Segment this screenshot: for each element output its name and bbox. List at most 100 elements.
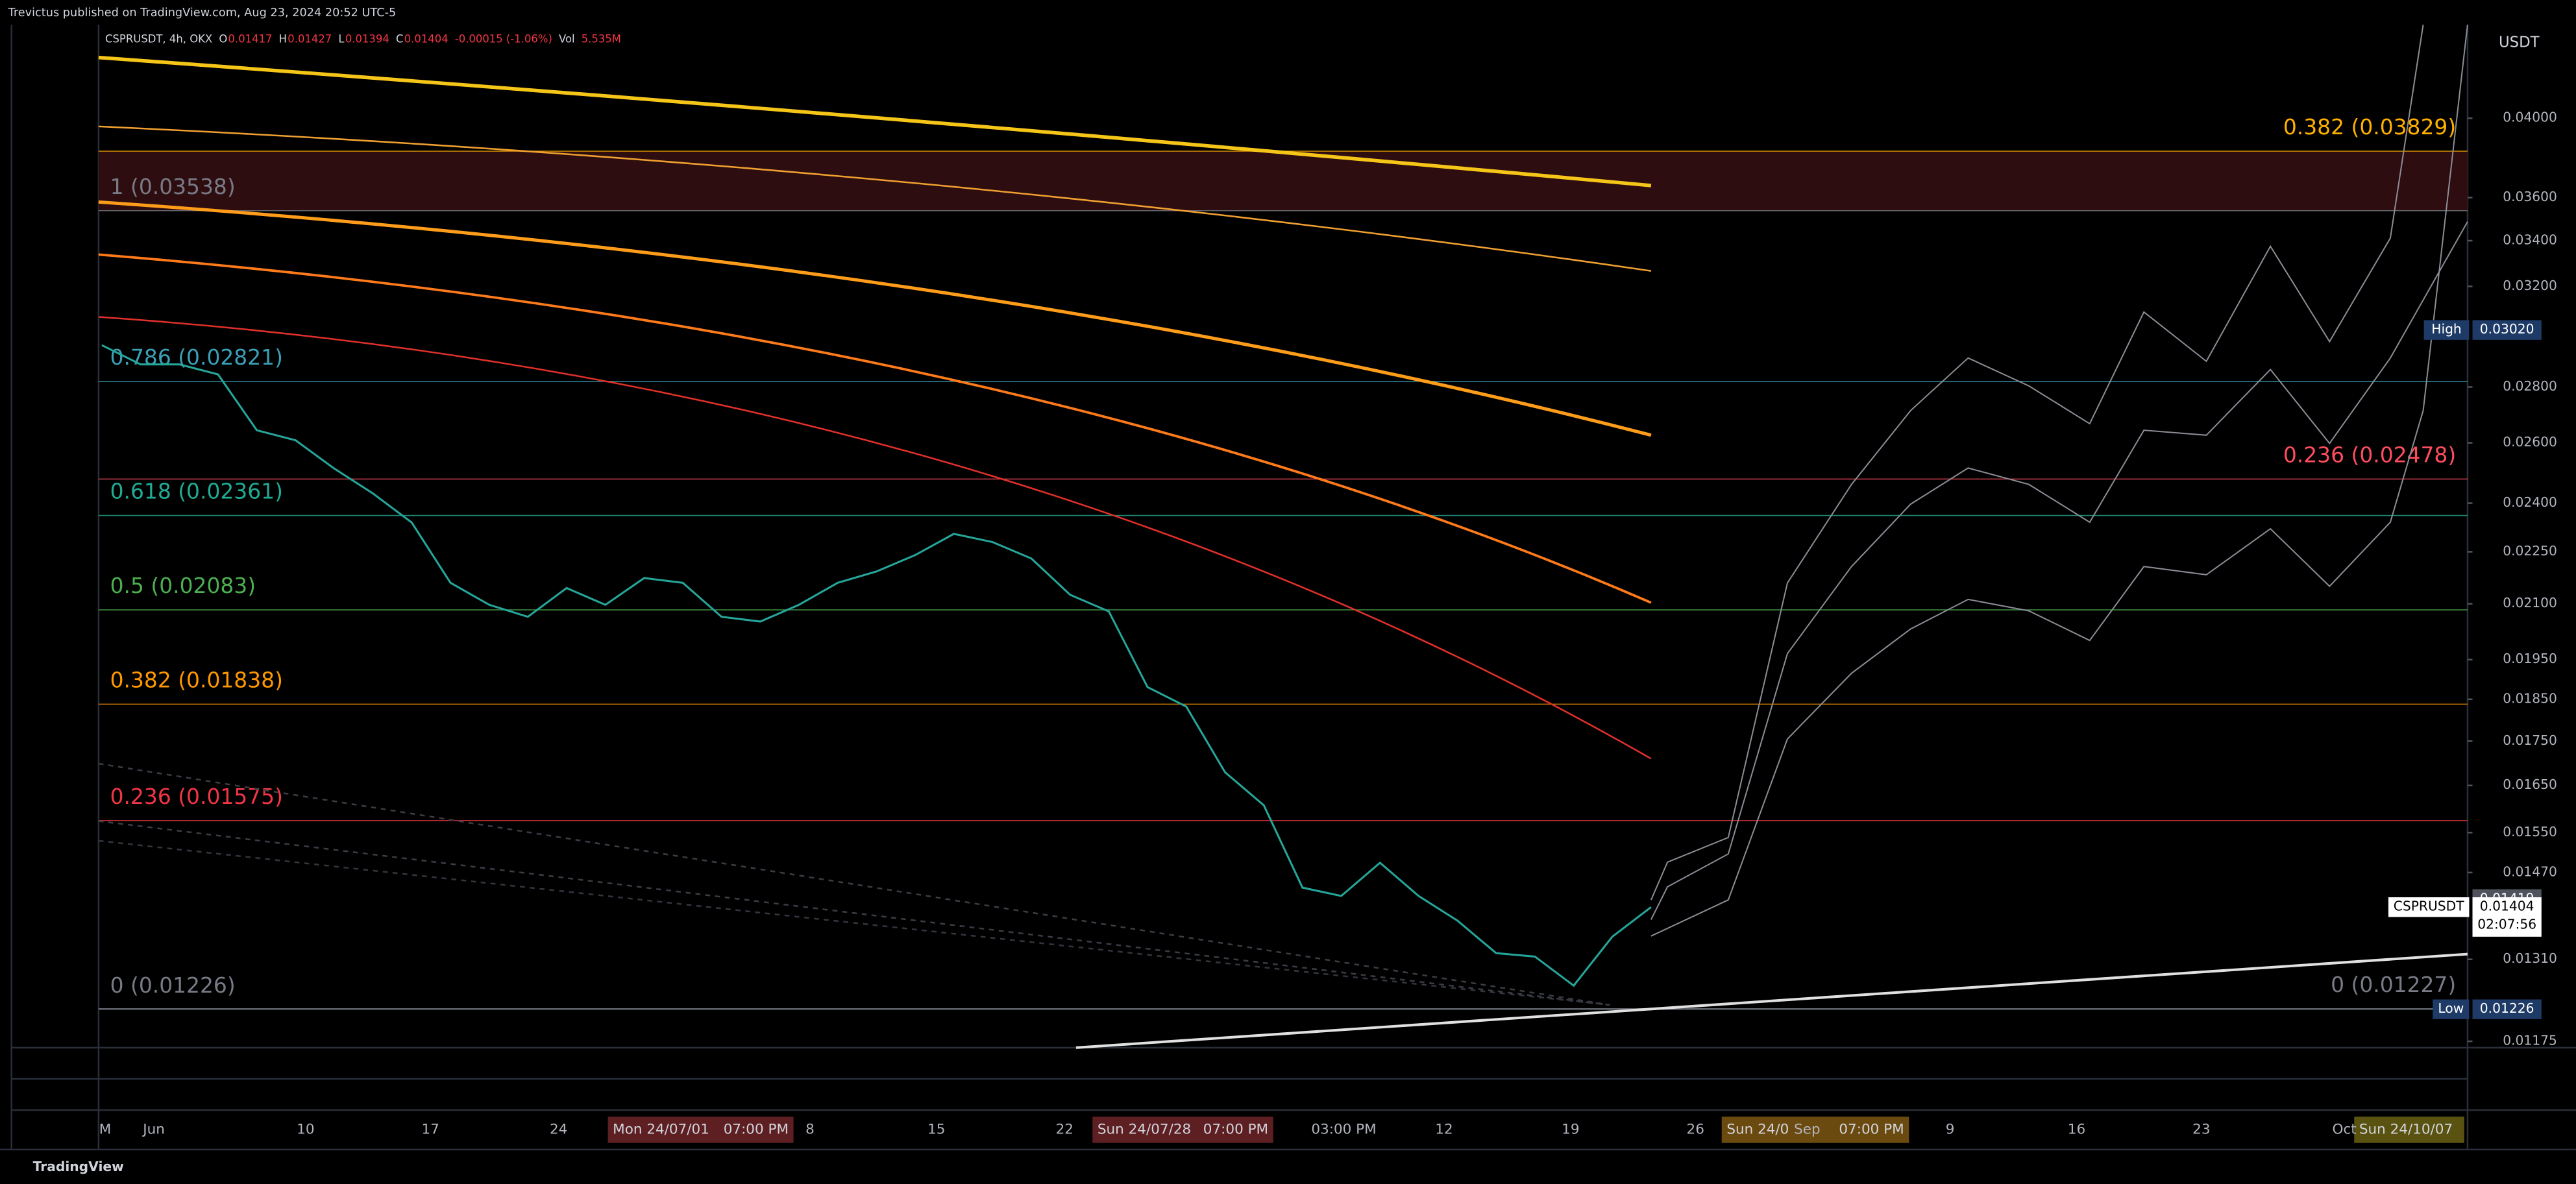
currency-label: USDT [2499,34,2540,51]
legend-item: 0.01404 [404,32,448,45]
marker-name-box [2423,320,2470,340]
trend-line [98,762,1610,1006]
moving-average [98,253,1652,604]
price-marker-label: 0.03020 [2480,321,2534,337]
time-highlight [1721,1117,1909,1143]
marker-name: Low [2438,1000,2464,1016]
price-tick-label: 0.01470 [2503,864,2557,879]
legend: CSPRUSDT, 4h, OKX O0.01417 H0.01427 L0.0139… [105,32,621,45]
time-tick-label: M [99,1121,112,1137]
legend-item: Vol [559,32,575,45]
time-highlight [2354,1117,2464,1143]
marker-name-box [2433,999,2470,1019]
time-tick-label: Jun [141,1121,165,1137]
moving-average [98,125,1652,272]
fib-label: 1 (0.03538) [110,174,236,199]
legend-item: O [219,32,227,45]
legend-item: 0.01427 [288,32,332,45]
time-tick-label: 03:00 PM [1311,1121,1376,1137]
price-tick-label: 0.02100 [2503,595,2557,610]
price-tick-label: 0.01550 [2503,824,2557,840]
legend-item: 5.535M [582,32,621,45]
price-tick-label: 0.02800 [2503,378,2557,394]
support-trendline [1075,952,2468,1049]
price-marker [2472,999,2542,1019]
price-tick-label: 0.01850 [2503,690,2557,706]
moving-average [98,55,1652,187]
legend-item: -0.00015 (-1.06%) [455,32,552,45]
moving-average [98,200,1652,437]
fib-label: 0 (0.01227) [2331,972,2456,997]
price-marker-label: 0.01404 [2480,899,2534,914]
time-tick-label: 16 [2068,1121,2085,1137]
time-tick-label: Oct [2332,1121,2356,1137]
legend-item: 0.01417 [228,32,273,45]
marker-name: CSPRUSDT [2394,899,2464,914]
time-axis-group: Mon 24/07/01 07:00 PM Sun 24/07/28 07:00 PM… [99,1117,2464,1143]
price-axis-group: 0.04000 0.03600 0.03400 0.03200 0.02800 0.026… [2388,110,2557,1048]
time-highlight [607,1117,794,1143]
legend-item: CSPRUSDT, 4h, OKX [105,32,212,45]
time-highlight-date: Sun 24/0 [1726,1121,1789,1137]
fib-label: 0.382 (0.03829) [2283,114,2456,139]
time-tick-label: 26 [1687,1121,1704,1137]
price-tick-label: 0.02400 [2503,494,2557,510]
price-tick-label: 0.04000 [2503,110,2557,125]
time-tick-label: 17 [422,1121,439,1137]
trend-line [98,820,1610,1006]
time-highlight-date: Sun 24/10/07 [2359,1121,2453,1137]
price-tick-label: 0.01175 [2503,1033,2557,1048]
time-tick-label: 12 [1435,1121,1453,1137]
price-tick-label: 0.03600 [2503,189,2557,204]
fib-zone-group [98,151,2468,211]
moving-average [98,316,1652,760]
fib-zone [98,151,2468,211]
price-tick-label: 0.03400 [2503,232,2557,247]
time-tick-label: 19 [1562,1121,1579,1137]
header-bar [0,0,2576,25]
time-tick-label: 22 [1056,1121,1073,1137]
time-tick-label: 23 [2192,1121,2210,1137]
price-tick-label: 0.02250 [2503,543,2557,559]
time-highlight-date: Sun 24/07/28 [1098,1121,1191,1137]
price-tick-label: 0.01750 [2503,732,2557,748]
fib-label: 0.382 (0.01838) [110,667,283,692]
price-marker [2472,320,2542,340]
time-tick-label: 9 [1946,1121,1955,1137]
marker-name-box [2388,897,2470,917]
fib-label: 0.236 (0.01575) [110,784,283,809]
legend-item: H [279,32,287,45]
price-tick-label: 0.03200 [2503,278,2557,293]
price-tick-label: 0.02600 [2503,434,2557,450]
legend-group: CSPRUSDT, 4h, OKX O0.01417 H0.01427 L0.0139… [105,32,621,45]
fib-group: 1 (0.03538) 0.786 (0.02821) 0.618 (0.02361… [98,114,2468,1010]
time-tick-label: 24 [550,1121,567,1137]
projection-path [1650,221,2468,920]
legend-item: L [338,32,345,45]
time-highlight-date: Mon 24/07/01 [613,1121,709,1137]
price-marker-label: 0.01226 [2480,1000,2534,1016]
fib-label: 0 (0.01226) [110,973,236,998]
time-highlight-time: 07:00 PM [1203,1121,1268,1137]
time-highlight-time: 07:00 PM [1839,1121,1904,1137]
price-line [101,344,1652,987]
time-highlight [1092,1117,1273,1143]
time-tick-label: 15 [927,1121,945,1137]
fib-label: 0.5 (0.02083) [110,573,256,598]
fib-label: 0.786 (0.02821) [110,344,283,370]
projection-path [1650,24,2468,937]
fib-label: 0.236 (0.02478) [2283,442,2456,467]
publisher-line: Trevictus published on TradingView.com, … [8,6,397,19]
price-tick-label: 0.01650 [2503,777,2557,792]
marker-name: High [2431,321,2462,337]
projection-path [1650,24,2424,900]
time-tick-label: Sep [1794,1121,1821,1137]
legend-item: 0.01394 [345,32,389,45]
legend-item: C [396,32,403,45]
time-highlight-time: 07:00 PM [724,1121,789,1137]
price-tick-label: 0.01310 [2503,950,2557,966]
price-tick-label: 0.01950 [2503,651,2557,666]
